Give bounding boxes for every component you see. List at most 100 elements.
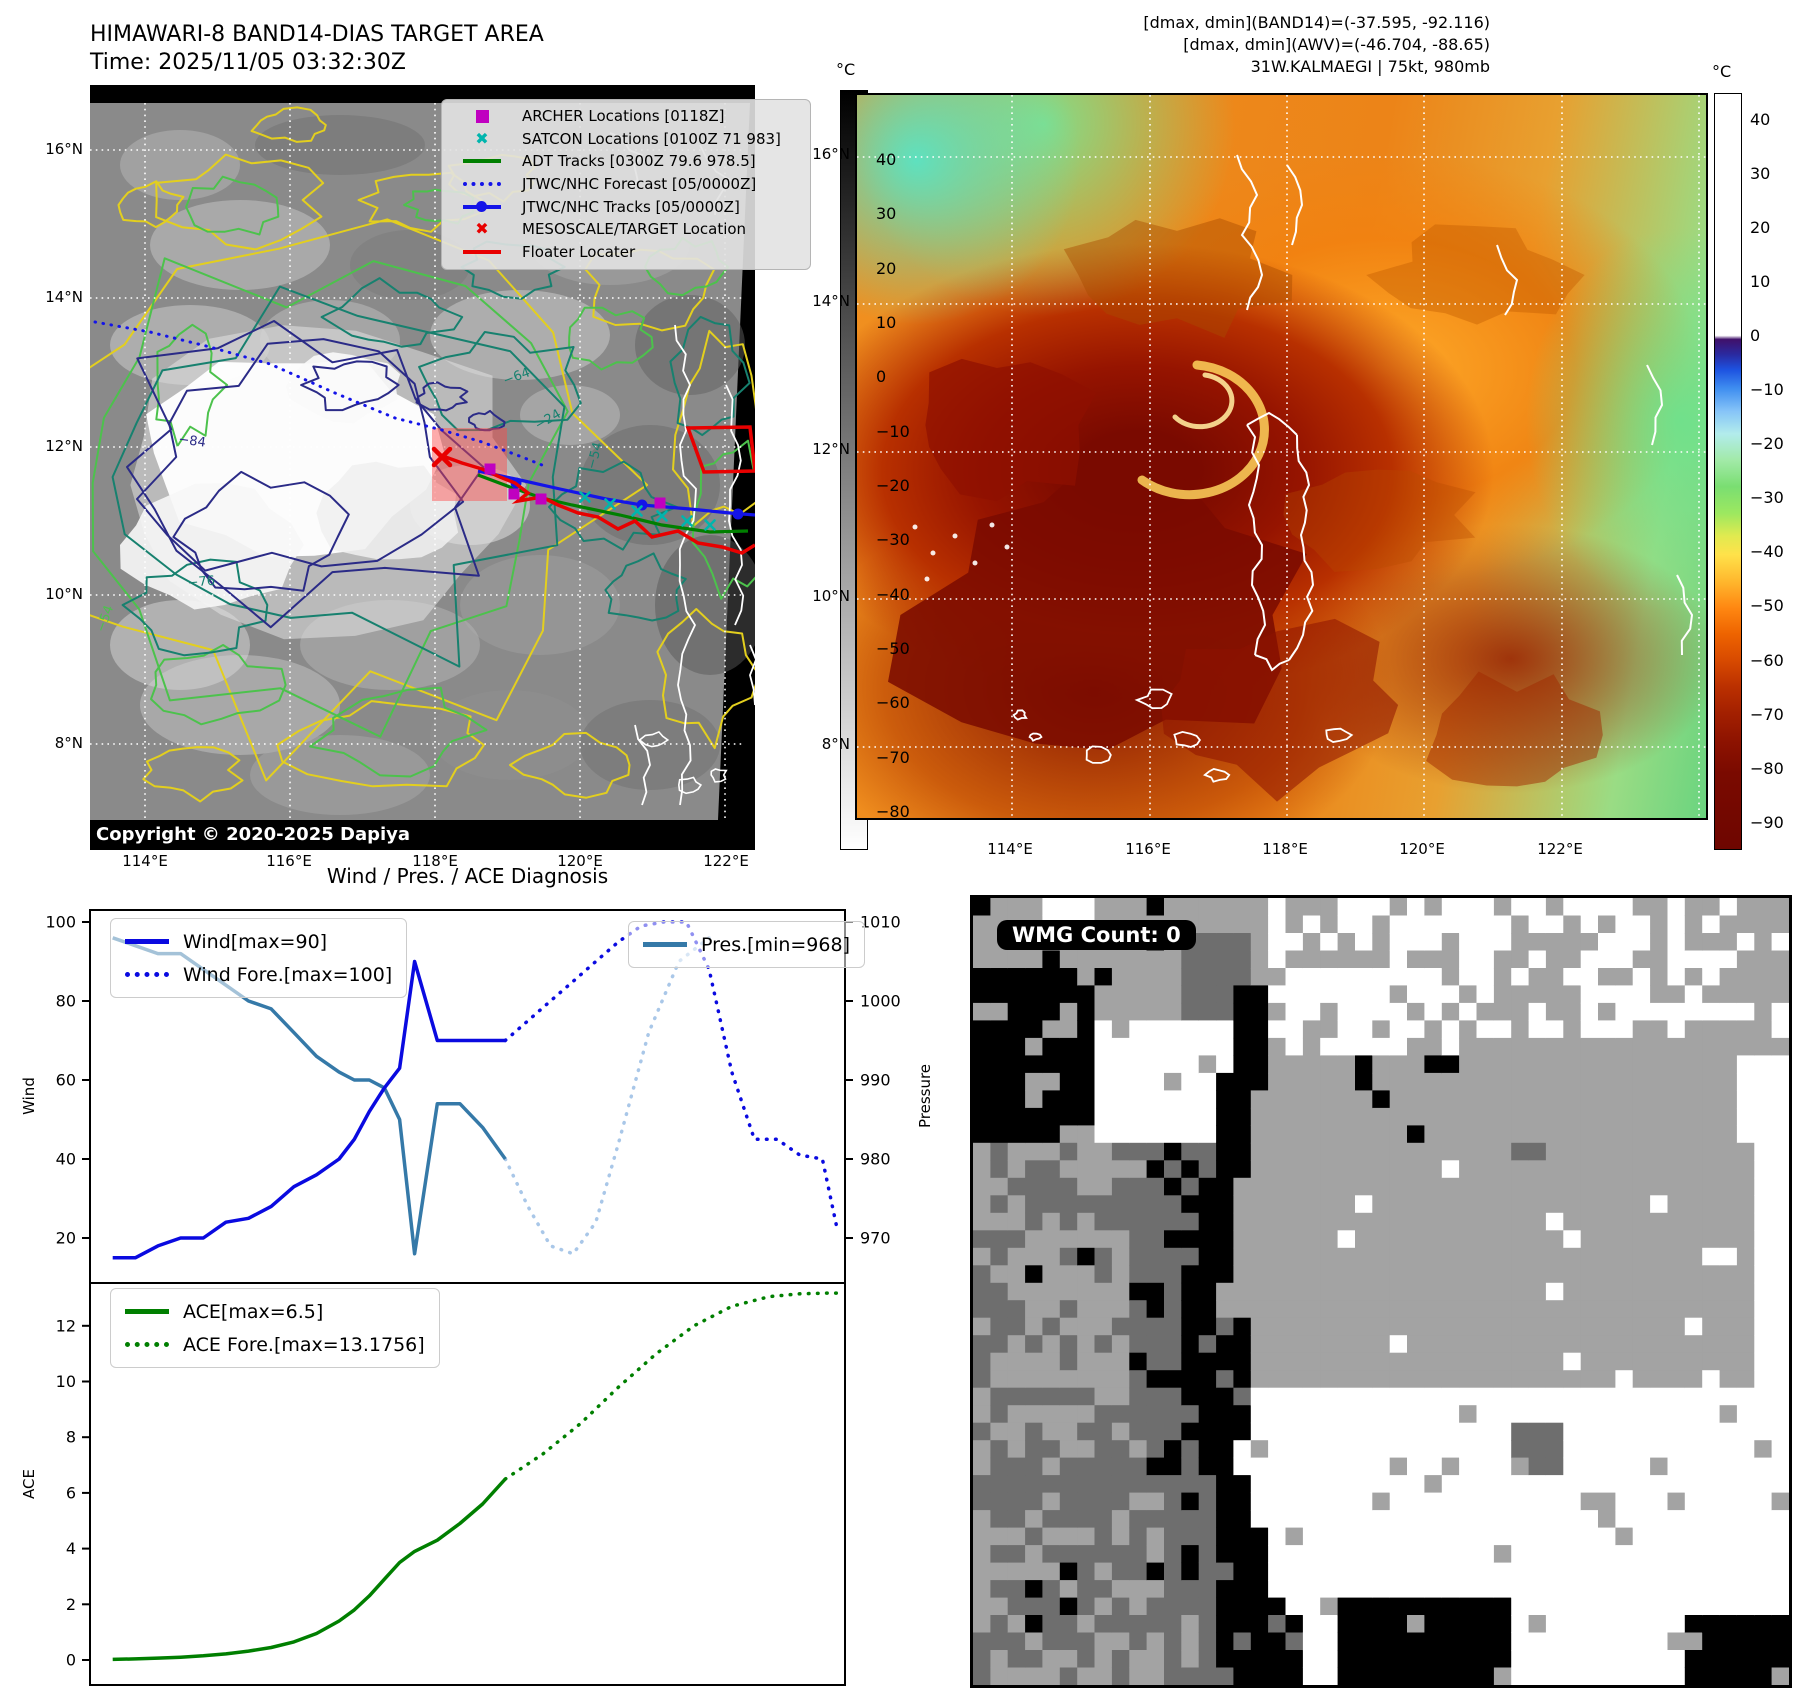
temperature-contour — [250, 106, 327, 143]
wind-tick-label: 80 — [56, 992, 76, 1011]
band14-colorbar-tick: 40 — [876, 150, 897, 169]
band14-xtick-label: 120°E — [557, 852, 603, 870]
legend-label: SATCON Locations [0100Z 71 983] — [522, 129, 781, 148]
legend-marker-line-dot — [442, 201, 522, 213]
storm-spiral-band — [1137, 360, 1269, 500]
awv-xtick-label: 116°E — [1125, 840, 1171, 858]
legend-marker-square — [442, 109, 522, 123]
legend-marker-cross: ✖ — [442, 221, 522, 237]
ace-axis-label: ACE — [20, 1469, 38, 1499]
legend-marker-line — [442, 159, 522, 164]
cold-cloud-blob — [1426, 671, 1603, 787]
pressure-axis-label: Pressure — [916, 1064, 934, 1128]
awv-colorbar-unit: °C — [1712, 62, 1732, 81]
wind-tick-label: 20 — [56, 1229, 76, 1248]
series-ace-max-6-5- — [112, 1477, 507, 1662]
cloud-texture — [430, 690, 590, 780]
archer-marker — [508, 488, 520, 500]
temperature-contour — [155, 153, 325, 251]
chart-legend-label: Pres.[min=968] — [701, 933, 850, 956]
cold-pixel-dot — [989, 522, 995, 528]
temperature-contour — [185, 175, 280, 236]
awv-colorbar — [1714, 93, 1742, 850]
chart-legend-label: ACE Fore.[max=13.1756] — [183, 1333, 425, 1356]
legend-item: JTWC/NHC Tracks [05/0000Z] — [442, 195, 810, 218]
coastline — [1646, 364, 1664, 446]
band14-xtick-label: 114°E — [122, 852, 168, 870]
line-icon — [125, 939, 169, 944]
chart-legend: Pres.[min=968] — [628, 921, 865, 968]
coastline — [1246, 424, 1267, 656]
coastline — [634, 724, 651, 806]
awv-colorbar-tick: 40 — [1750, 110, 1771, 129]
temperature-contour — [669, 315, 751, 437]
ace-tick-label: 12 — [56, 1316, 76, 1335]
ace-axes — [89, 1282, 846, 1686]
cross-icon: ✖ — [475, 128, 489, 148]
awv-colorbar-tick: −80 — [1750, 758, 1784, 778]
legend-marker-cross: ✖ — [442, 128, 522, 148]
wmg-count-badge: WMG Count: 0 — [997, 920, 1196, 950]
temperature-contour — [309, 686, 488, 778]
line-icon — [643, 942, 687, 947]
wmg-panel: WMG Count: 0 — [970, 895, 1792, 1688]
coastline — [1236, 154, 1264, 311]
awv-colorbar-tick: −70 — [1750, 704, 1784, 724]
awv-colorbar-tick: −60 — [1750, 650, 1784, 670]
band14-colorbar-tick: −20 — [876, 475, 910, 495]
satcon-marker — [631, 505, 643, 517]
coastline — [749, 644, 757, 706]
pressure-tick-label: 980 — [860, 1150, 891, 1169]
legend-item: ✖ MESOSCALE/TARGET Location — [442, 218, 810, 241]
line-icon — [125, 1309, 169, 1314]
legend-item: ✖ SATCON Locations [0100Z 71 983] — [442, 128, 810, 151]
legend-item: JTWC/NHC Forecast [05/0000Z] — [442, 173, 810, 196]
awv-ytick-label: 10°N — [812, 587, 850, 605]
archer-marker — [484, 463, 496, 475]
temperature-contour — [91, 257, 569, 738]
legend-item: ARCHER Locations [0118Z] — [442, 105, 810, 128]
temperature-contour — [155, 323, 229, 447]
copyright-text: Copyright © 2020-2025 Dapiya — [96, 824, 411, 845]
cold-pixel-dot — [924, 576, 930, 582]
awv-colorbar-tick: 10 — [1750, 272, 1771, 292]
temperature-contour — [509, 731, 631, 799]
band14-colorbar-tick: −80 — [876, 801, 910, 821]
archer-square-icon — [475, 109, 489, 123]
cold-cloud-mass — [120, 483, 304, 610]
archer-marker — [654, 497, 666, 509]
cloud-texture — [580, 700, 720, 790]
cold-pixel-dot — [912, 524, 918, 530]
band14-ytick-label: 16°N — [45, 140, 83, 158]
temperature-contour — [142, 746, 244, 803]
band14-ytick-label: 10°N — [45, 585, 83, 603]
figure-timestamp: Time: 2025/11/05 03:32:30Z — [90, 50, 406, 75]
info-block: [dmax, dmin](BAND14)=(-37.595, -92.116) … — [1000, 12, 1490, 78]
band14-colorbar-tick: −50 — [876, 638, 910, 658]
line-icon — [463, 249, 501, 254]
legend-item: ADT Tracks [0300Z 79.6 978.5] — [442, 150, 810, 173]
temperature-contour — [126, 320, 485, 629]
awv-xtick-label: 122°E — [1537, 840, 1583, 858]
figure-title: HIMAWARI-8 BAND14-DIAS TARGET AREA — [90, 22, 544, 47]
contour-label: −54 — [584, 441, 606, 471]
map-legend: ARCHER Locations [0118Z] ✖ SATCON Location… — [441, 99, 811, 270]
wind-tick-label: 100 — [45, 913, 76, 932]
coastline — [1288, 434, 1315, 661]
cold-pixel-dot — [972, 560, 978, 566]
band14-ytick-label: 8°N — [54, 734, 83, 752]
diagnosis-charts: 20 40 60 80 100 970 980 990 1000 1010 0 2 4 6 8 10 12 Win… — [20, 909, 934, 1686]
series-ace-fore-max-13-1756- — [503, 1291, 840, 1481]
island-coastline — [1203, 768, 1231, 783]
series-pres-fore- — [503, 936, 711, 1256]
cold-cloud-blob — [1283, 469, 1476, 572]
coastline — [1496, 244, 1519, 316]
cloud-texture — [350, 230, 470, 300]
awv-ytick-label: 8°N — [821, 735, 850, 753]
band14-colorbar-tick: 20 — [876, 258, 897, 278]
band14-colorbar-tick: 10 — [876, 312, 897, 332]
mesoscale-target-marker — [431, 446, 453, 468]
band14-colorbar-tick: −70 — [876, 747, 910, 767]
contour-label: −76 — [187, 574, 216, 591]
coastline — [725, 384, 745, 626]
